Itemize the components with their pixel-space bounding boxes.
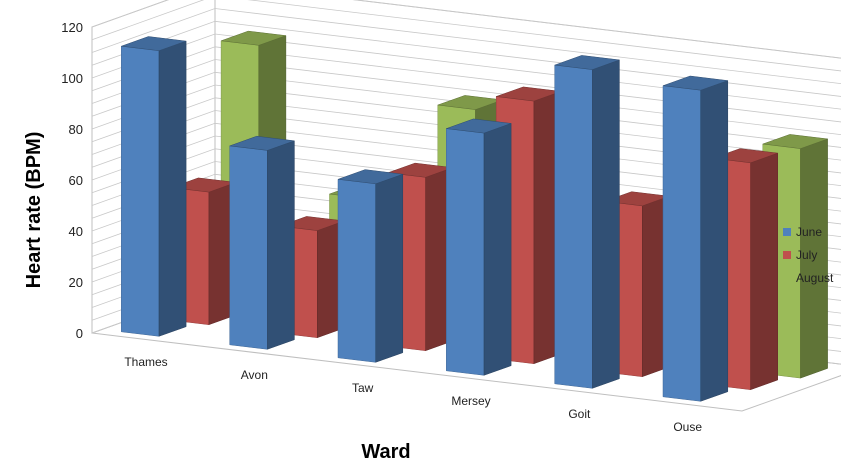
category-label: Thames (124, 355, 167, 369)
category-label: Taw (352, 381, 374, 395)
category-label: Goit (568, 407, 591, 421)
legend-label: June (796, 225, 822, 239)
gridline (91, 0, 841, 59)
y-tick-label: 100 (61, 71, 83, 86)
gridline (91, 0, 841, 72)
bar-group (121, 30, 828, 402)
legend-swatch (783, 251, 791, 259)
bar-june-taw (337, 169, 404, 363)
y-tick-label: 60 (69, 173, 83, 188)
legend-label: July (796, 248, 817, 262)
y-tick-label: 120 (61, 20, 83, 35)
legend-label: August (796, 271, 834, 285)
y-tick-label: 20 (69, 275, 83, 290)
bar-june-mersey (446, 118, 512, 376)
bar-june-ouse (662, 75, 729, 402)
bar-june-goit (554, 55, 620, 389)
category-label: Mersey (451, 394, 490, 408)
category-labels: Thames Avon Taw Mersey Goit Ouse (124, 355, 702, 434)
category-label: Ouse (673, 420, 702, 434)
y-tick-label: 40 (69, 224, 83, 239)
y-tick-labels: 0 20 40 60 80 100 120 (61, 20, 83, 341)
legend-swatch (783, 274, 791, 282)
y-tick-label: 80 (69, 122, 83, 137)
y-axis-label: Heart rate (BPM) (23, 132, 45, 289)
bar-june-avon (229, 135, 295, 350)
y-tick-label: 0 (76, 326, 83, 341)
x-axis-label: Ward (361, 441, 410, 463)
gridline (91, 8, 841, 85)
bar-june-thames (121, 36, 187, 337)
legend: June July August (783, 225, 834, 285)
legend-swatch (783, 228, 791, 236)
category-label: Avon (241, 368, 268, 382)
